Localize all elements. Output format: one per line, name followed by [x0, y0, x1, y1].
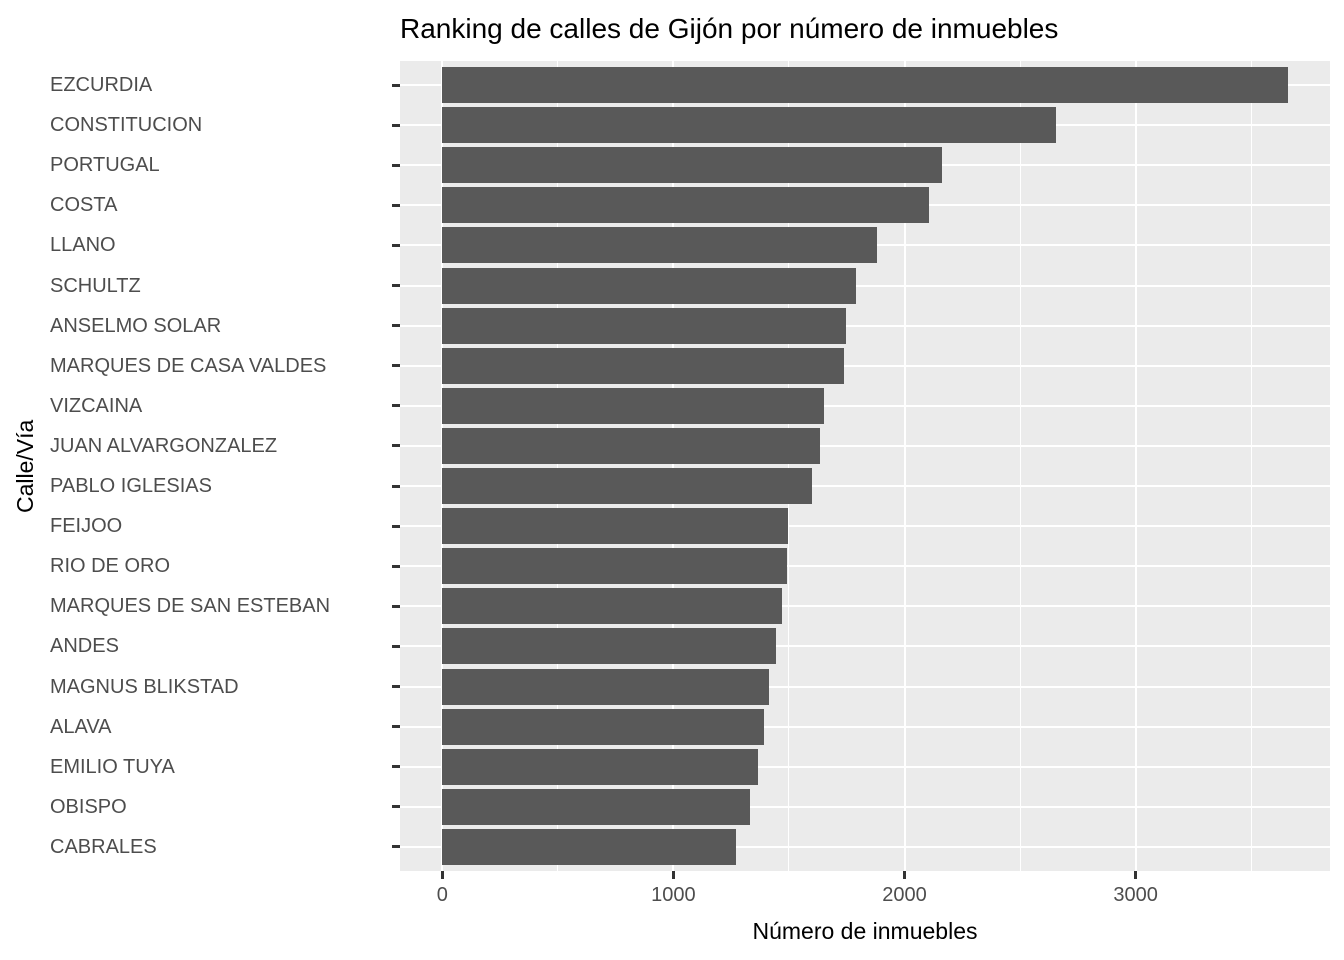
gridline-vertical-major: [903, 61, 906, 871]
y-tick-label: CABRALES: [50, 835, 157, 858]
bar-juan-alvargonzalez: [442, 427, 820, 464]
y-tick-label: ALAVA: [50, 715, 112, 738]
bar-ezcurdia: [442, 67, 1288, 104]
x-tick-label: 0: [436, 884, 448, 906]
y-tick-label: ANDES: [50, 635, 119, 658]
y-axis-tick: [392, 805, 400, 809]
y-tick-label: MARQUES DE SAN ESTEBAN: [50, 595, 331, 618]
y-axis-tick: [392, 163, 400, 167]
y-axis-tick: [392, 685, 400, 689]
bar-feijoo: [442, 508, 789, 545]
y-axis-tick: [392, 123, 400, 127]
x-axis-tick: [440, 871, 444, 879]
gridline-horizontal-major: [400, 404, 1330, 407]
bar-anselmo-solar: [442, 307, 847, 344]
y-tick-label: LLANO: [50, 234, 116, 257]
y-tick-label: CONSTITUCION: [50, 114, 203, 137]
y-tick-label: EZCURDIA: [50, 74, 153, 97]
gridline-horizontal-major: [400, 605, 1330, 608]
bar-andes: [442, 628, 777, 665]
y-axis-tick: [392, 604, 400, 608]
gridline-vertical-minor: [788, 61, 790, 871]
gridline-horizontal-major: [400, 364, 1330, 367]
gridline-horizontal-major: [400, 645, 1330, 648]
gridline-horizontal-major: [400, 324, 1330, 327]
y-tick-label: FEIJOO: [50, 515, 123, 538]
gridline-vertical-major: [672, 61, 675, 871]
y-axis-tick: [392, 83, 400, 87]
y-axis-tick: [392, 243, 400, 247]
x-tick-label: 3000: [1113, 884, 1158, 906]
bar-vizcaina: [442, 387, 824, 424]
bar-emilio-tuya: [442, 748, 758, 785]
bar-pablo-iglesias: [442, 468, 812, 505]
y-axis-tick: [392, 644, 400, 648]
gridline-horizontal-major: [400, 765, 1330, 768]
y-axis-tick: [392, 564, 400, 568]
x-axis-tick: [1134, 871, 1138, 879]
y-tick-label: OBISPO: [50, 795, 127, 818]
bar-constitucion: [442, 107, 1056, 144]
y-axis-tick: [392, 444, 400, 448]
bar-marques-de-san-esteban: [442, 588, 783, 625]
gridline-vertical-major: [1134, 61, 1137, 871]
x-tick-label: 2000: [882, 884, 927, 906]
y-tick-label: COSTA: [50, 194, 118, 217]
x-axis-tick: [671, 871, 675, 879]
bar-llano: [442, 227, 877, 264]
gridline-horizontal-major: [400, 725, 1330, 728]
y-axis-tick: [392, 484, 400, 488]
gridline-horizontal-major: [400, 845, 1330, 848]
gridline-vertical-minor: [557, 61, 559, 871]
y-axis-tick: [392, 284, 400, 288]
y-axis-tick: [392, 404, 400, 408]
gridline-horizontal-major: [400, 525, 1330, 528]
y-axis-tick: [392, 203, 400, 207]
bar-portugal: [442, 147, 942, 184]
x-tick-label: 1000: [651, 884, 696, 906]
bar-alava: [442, 708, 764, 745]
gridline-vertical-minor: [1250, 61, 1252, 871]
y-tick-label: SCHULTZ: [50, 274, 141, 297]
plot-panel: [400, 61, 1330, 871]
y-tick-label: PORTUGAL: [50, 154, 160, 177]
y-tick-label: VIZCAINA: [50, 394, 143, 417]
gridline-horizontal-major: [400, 685, 1330, 688]
x-axis-tick: [903, 871, 907, 879]
y-tick-label: RIO DE ORO: [50, 555, 171, 578]
bar-magnus-blikstad: [442, 668, 770, 705]
bar-obispo: [442, 788, 750, 825]
bar-schultz: [442, 267, 857, 304]
bar-rio-de-oro: [442, 548, 787, 585]
y-tick-label: ANSELMO SOLAR: [50, 314, 222, 337]
bar-cabrales: [442, 828, 736, 865]
gridline-horizontal-major: [400, 805, 1330, 808]
gridline-vertical-minor: [1019, 61, 1021, 871]
y-axis-title: Calle/Vía: [12, 419, 38, 513]
y-axis-tick: [392, 845, 400, 849]
y-axis-tick: [392, 364, 400, 368]
gridline-horizontal-major: [400, 284, 1330, 287]
y-axis-tick: [392, 524, 400, 528]
gridline-horizontal-major: [400, 485, 1330, 488]
bar-costa: [442, 187, 929, 224]
y-tick-label: EMILIO TUYA: [50, 755, 175, 778]
gridline-horizontal-major: [400, 565, 1330, 568]
y-axis-tick: [392, 324, 400, 328]
y-axis-tick: [392, 765, 400, 769]
y-axis-tick: [392, 725, 400, 729]
y-tick-label: MARQUES DE CASA VALDES: [50, 354, 327, 377]
y-tick-label: MAGNUS BLIKSTAD: [50, 675, 239, 698]
bar-marques-de-casa-valdes: [442, 347, 845, 384]
chart-title: Ranking de calles de Gijón por número de…: [400, 13, 1059, 44]
x-axis-title: Número de inmuebles: [752, 918, 978, 944]
y-tick-label: PABLO IGLESIAS: [50, 475, 212, 498]
gridline-horizontal-major: [400, 444, 1330, 447]
y-tick-label: JUAN ALVARGONZALEZ: [50, 434, 278, 457]
gridline-vertical-major: [441, 61, 444, 871]
